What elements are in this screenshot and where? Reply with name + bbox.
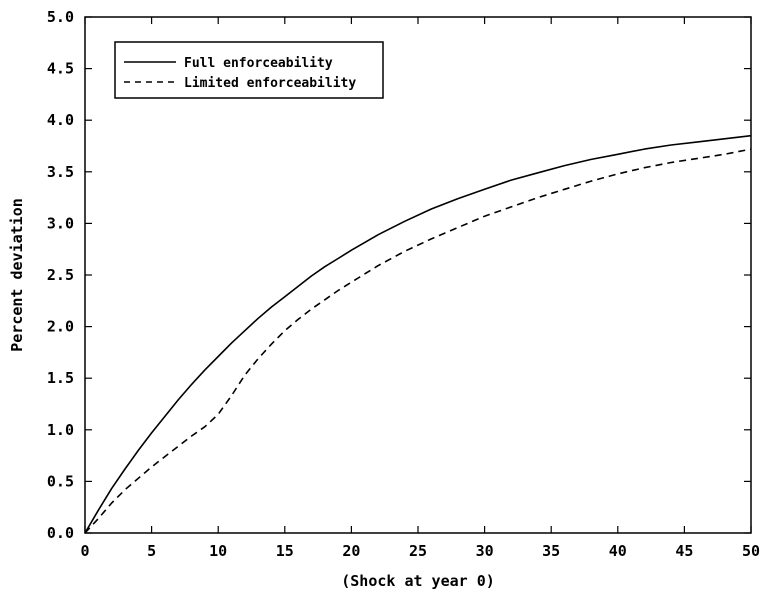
x-tick-label: 40 xyxy=(609,542,627,560)
y-tick-label: 2.0 xyxy=(47,318,74,336)
y-tick-label: 1.5 xyxy=(47,369,74,387)
y-tick-label: 0.0 xyxy=(47,524,74,542)
x-tick-label: 5 xyxy=(147,542,156,560)
series-line-full-enforceability xyxy=(84,134,752,534)
x-axis-ticks: 0 5 10 15 20 25 30 35 40 45 50 xyxy=(80,17,760,560)
x-tick-label: 50 xyxy=(742,542,760,560)
x-tick-label: 35 xyxy=(542,542,560,560)
x-tick-label: 25 xyxy=(409,542,427,560)
x-tick-label: 15 xyxy=(276,542,294,560)
legend-box xyxy=(114,41,384,99)
x-tick-label: 30 xyxy=(476,542,494,560)
y-tick-label: 1.0 xyxy=(47,421,74,439)
legend: Full enforceability Limited enforceabili… xyxy=(114,41,384,99)
x-tick-label: 45 xyxy=(675,542,693,560)
x-axis-label: (Shock at year 0) xyxy=(341,572,495,590)
y-axis-ticks: 0.0 0.5 1.0 1.5 2.0 2.5 3.0 3.5 4.0 4.5 5.0 xyxy=(47,8,751,542)
x-tick-label: 20 xyxy=(342,542,360,560)
x-tick-label: 0 xyxy=(80,542,89,560)
y-tick-label: 5.0 xyxy=(47,8,74,26)
y-tick-label: 2.5 xyxy=(47,266,74,284)
series-layer xyxy=(84,134,752,534)
x-tick-label: 10 xyxy=(209,542,227,560)
legend-label-full: Full enforceability xyxy=(184,56,333,71)
y-tick-label: 4.0 xyxy=(47,111,74,129)
y-tick-label: 3.5 xyxy=(47,163,74,181)
legend-label-limited: Limited enforceability xyxy=(184,76,356,91)
y-tick-label: 3.0 xyxy=(47,214,74,232)
series-line-limited-enforceability xyxy=(84,148,752,534)
y-tick-label: 4.5 xyxy=(47,60,74,78)
y-tick-label: 0.5 xyxy=(47,472,74,490)
y-axis-label: Percent deviation xyxy=(8,198,26,352)
